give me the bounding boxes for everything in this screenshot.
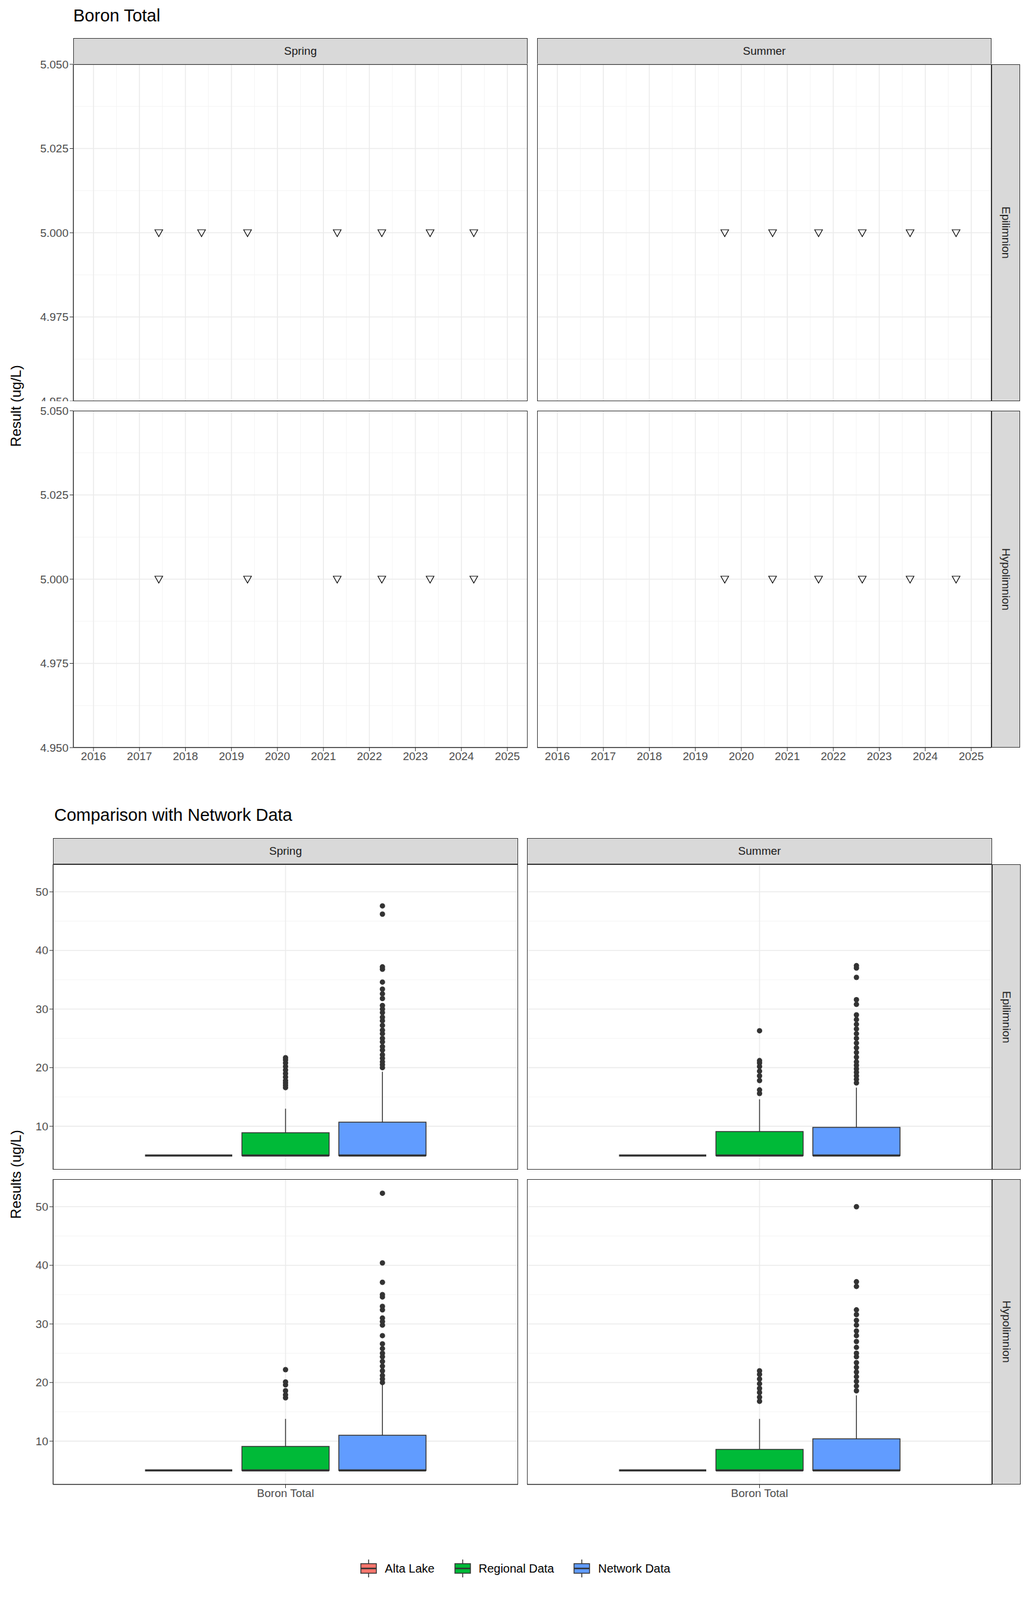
html-text:Spring: Spring (269, 844, 302, 858)
svg-text:Boron Total: Boron Total (731, 1487, 789, 1501)
html-text:Epilimnion: Epilimnion (1000, 991, 1013, 1044)
svg-text:2023: 2023 (402, 750, 428, 763)
svg-text:4.975: 4.975 (39, 657, 69, 670)
svg-text:2019: 2019 (219, 750, 245, 763)
svg-text:2020: 2020 (728, 750, 754, 763)
svg-text:5.025: 5.025 (39, 142, 69, 155)
svg-text:4.950: 4.950 (39, 395, 69, 402)
svg-text:2021: 2021 (310, 750, 336, 763)
svg-text:50: 50 (35, 1201, 49, 1214)
svg-text:2016: 2016 (544, 750, 570, 763)
svg-text:4.975: 4.975 (39, 310, 69, 324)
svg-text:2017: 2017 (590, 750, 616, 763)
svg-text:30: 30 (35, 1318, 49, 1331)
svg-text:20: 20 (35, 1061, 49, 1075)
html-text:Hypolimnion: Hypolimnion (999, 548, 1013, 611)
html-text:Epilimnion: Epilimnion (999, 206, 1013, 259)
svg-text:2022: 2022 (356, 750, 382, 763)
svg-text:5.050: 5.050 (39, 404, 69, 418)
svg-text:5.050: 5.050 (39, 58, 69, 71)
svg-text:40: 40 (35, 944, 49, 957)
html-text:Network Data: Network Data (598, 1562, 671, 1576)
svg-text:2018: 2018 (636, 750, 662, 763)
svg-text:10: 10 (35, 1120, 49, 1134)
html-text:Spring: Spring (284, 44, 317, 58)
svg-text:2025: 2025 (494, 750, 520, 763)
svg-text:5.000: 5.000 (39, 226, 69, 240)
svg-text:2017: 2017 (126, 750, 152, 763)
svg-text:2020: 2020 (264, 750, 291, 763)
svg-text:2023: 2023 (866, 750, 892, 763)
svg-text:4.950: 4.950 (39, 741, 69, 755)
svg-text:Boron Total: Boron Total (257, 1487, 315, 1501)
html-text:Boron Total: Boron Total (73, 5, 161, 26)
svg-text:30: 30 (35, 1003, 49, 1016)
html-text:Comparison with Network Data: Comparison with Network Data (54, 805, 293, 825)
svg-text:2018: 2018 (172, 750, 198, 763)
html-text:Summer: Summer (738, 844, 781, 858)
html-text:Regional Data: Regional Data (478, 1562, 555, 1576)
svg-text:5.025: 5.025 (39, 488, 69, 502)
html-text:Alta Lake: Alta Lake (384, 1562, 435, 1576)
svg-text:2019: 2019 (683, 750, 709, 763)
svg-text:2024: 2024 (448, 750, 475, 763)
svg-text:50: 50 (35, 886, 49, 899)
svg-text:2024: 2024 (912, 750, 939, 763)
svg-text:10: 10 (35, 1435, 49, 1449)
svg-text:2022: 2022 (820, 750, 846, 763)
svg-text:2016: 2016 (80, 750, 106, 763)
svg-text:40: 40 (35, 1259, 49, 1272)
svg-text:20: 20 (35, 1376, 49, 1390)
html-text:Results (ug/L): Results (ug/L) (7, 1130, 24, 1220)
html-text:Result (ug/L): Result (ug/L) (7, 365, 24, 448)
svg-text:2021: 2021 (774, 750, 800, 763)
html-text:Hypolimnion: Hypolimnion (1000, 1301, 1013, 1364)
svg-text:5.000: 5.000 (39, 573, 69, 586)
svg-text:2025: 2025 (958, 750, 984, 763)
html-text:Summer: Summer (742, 44, 786, 58)
